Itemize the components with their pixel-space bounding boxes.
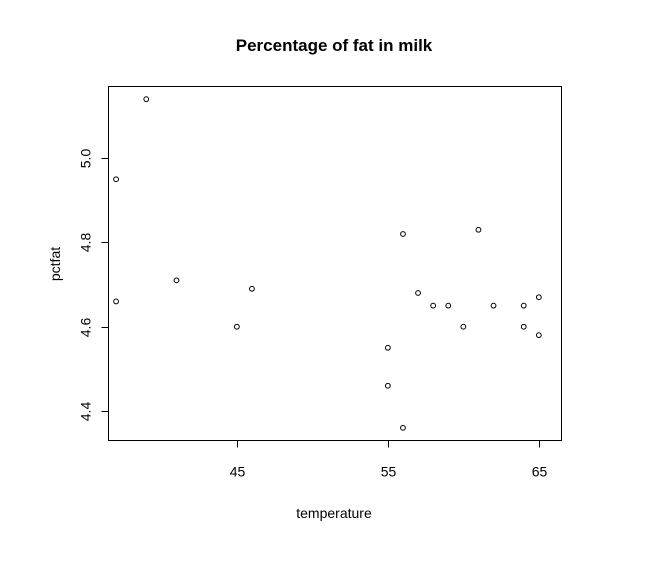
y-tick-label: 5.0 xyxy=(78,149,94,169)
data-point xyxy=(143,96,150,103)
data-point xyxy=(113,176,119,183)
chart-title: Percentage of fat in milk xyxy=(236,36,433,55)
x-tick-label: 45 xyxy=(230,464,246,480)
data-point xyxy=(535,332,542,339)
y-tick-label: 4.4 xyxy=(78,402,94,422)
data-point xyxy=(384,382,391,389)
data-point xyxy=(233,323,240,330)
data-point xyxy=(113,298,119,305)
data-point xyxy=(490,302,497,309)
data-point xyxy=(475,226,482,233)
data-point xyxy=(430,302,437,309)
y-axis-label: pctfat xyxy=(47,247,63,281)
x-tick-label: 65 xyxy=(532,464,548,480)
data-point xyxy=(520,302,527,309)
data-point xyxy=(520,323,527,330)
data-point xyxy=(535,294,542,301)
x-axis-label: temperature xyxy=(296,505,372,521)
y-axis: 4.4 4.6 4.8 5.0 xyxy=(78,149,109,422)
data-point xyxy=(400,231,406,237)
data-point xyxy=(384,344,391,351)
data-point xyxy=(415,290,421,296)
y-tick-label: 4.8 xyxy=(78,233,94,253)
y-tick-label: 4.6 xyxy=(78,318,94,338)
data-point xyxy=(173,277,180,284)
data-point xyxy=(400,424,406,431)
data-point xyxy=(460,323,467,330)
data-points xyxy=(113,96,542,431)
data-point xyxy=(249,285,255,292)
x-axis: 45 55 65 xyxy=(230,440,548,480)
plot-frame xyxy=(108,86,562,441)
data-point xyxy=(445,302,452,309)
x-tick-label: 55 xyxy=(381,464,397,480)
